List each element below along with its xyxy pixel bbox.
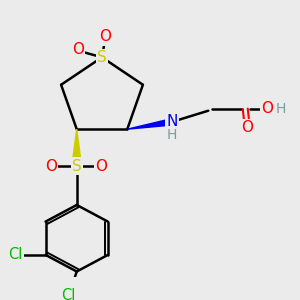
Text: O: O [72, 42, 84, 57]
Text: O: O [261, 101, 273, 116]
Text: O: O [45, 159, 57, 174]
Text: O: O [241, 120, 253, 135]
Text: H: H [276, 102, 286, 116]
Polygon shape [127, 118, 173, 129]
Text: Cl: Cl [8, 248, 23, 262]
Text: H: H [167, 128, 178, 142]
Text: Cl: Cl [61, 288, 76, 300]
Text: O: O [95, 159, 107, 174]
Text: O: O [99, 29, 111, 44]
Text: S: S [97, 50, 107, 65]
Text: S: S [72, 159, 82, 174]
Polygon shape [72, 129, 81, 164]
Text: N: N [167, 114, 178, 129]
